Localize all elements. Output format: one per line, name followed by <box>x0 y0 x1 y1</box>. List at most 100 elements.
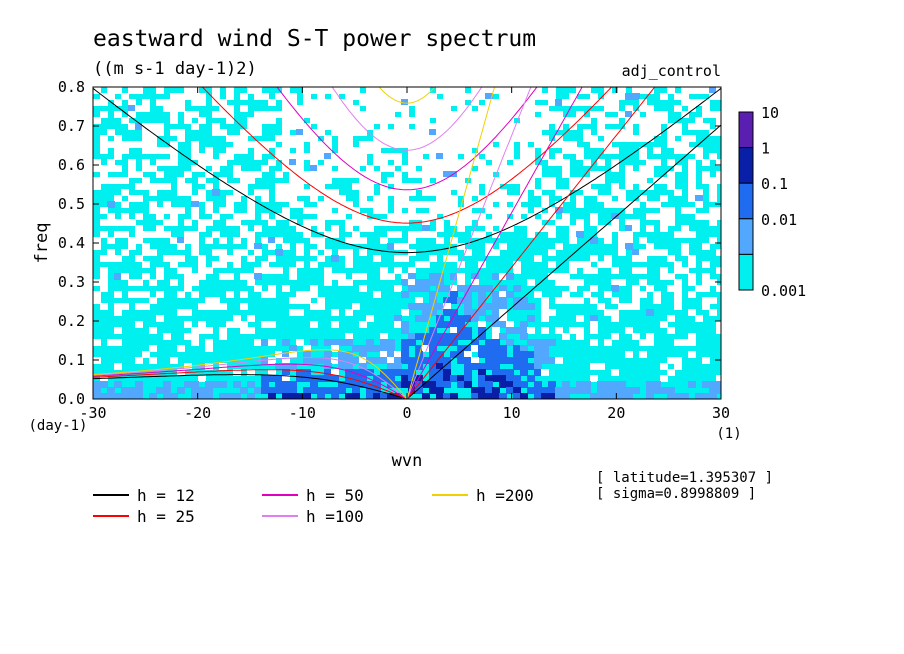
spectrum-cell <box>604 309 612 316</box>
spectrum-cell <box>310 99 318 106</box>
spectrum-cell <box>310 147 318 154</box>
spectrum-cell <box>443 183 451 190</box>
spectrum-cell <box>394 99 402 106</box>
spectrum-cell <box>303 207 311 214</box>
spectrum-cell <box>345 363 353 370</box>
spectrum-cell <box>184 309 192 316</box>
spectrum-cell <box>114 363 122 370</box>
spectrum-cell <box>317 357 325 364</box>
spectrum-cell <box>702 297 710 304</box>
spectrum-cell <box>513 207 521 214</box>
spectrum-cell <box>275 189 283 196</box>
spectrum-cell <box>387 105 395 112</box>
spectrum-cell <box>394 267 402 274</box>
spectrum-cell <box>590 267 598 274</box>
spectrum-cell <box>436 165 444 172</box>
spectrum-cell <box>212 231 220 238</box>
spectrum-cell <box>716 171 721 178</box>
spectrum-cell <box>366 111 374 118</box>
spectrum-cell <box>240 213 248 220</box>
spectrum-cell <box>464 369 472 376</box>
spectrum-cell <box>156 213 164 220</box>
spectrum-cell <box>219 381 227 388</box>
spectrum-cell <box>289 93 297 100</box>
spectrum-cell <box>261 261 269 268</box>
spectrum-cell <box>618 87 626 94</box>
spectrum-cell <box>261 189 269 196</box>
spectrum-cell <box>387 243 395 250</box>
spectrum-cell <box>674 303 682 310</box>
spectrum-cell <box>401 117 409 124</box>
spectrum-cell <box>289 273 297 280</box>
spectrum-cell <box>492 309 500 316</box>
spectrum-cell <box>667 393 675 399</box>
spectrum-cell <box>534 165 542 172</box>
spectrum-cell <box>275 351 283 358</box>
spectrum-cell <box>415 345 423 352</box>
spectrum-cell <box>149 297 157 304</box>
spectrum-cell <box>520 297 528 304</box>
spectrum-cell <box>387 357 395 364</box>
spectrum-cell <box>310 339 318 346</box>
spectrum-cell <box>457 285 465 292</box>
spectrum-cell <box>331 375 339 382</box>
spectrum-cell <box>387 111 395 118</box>
spectrum-cell <box>492 297 500 304</box>
spectrum-cell <box>296 177 304 184</box>
spectrum-cell <box>149 393 157 399</box>
spectrum-cell <box>632 135 640 142</box>
spectrum-cell <box>450 147 458 154</box>
spectrum-cell <box>345 279 353 286</box>
spectrum-cell <box>247 369 255 376</box>
spectrum-cell <box>520 159 528 166</box>
spectrum-cell <box>674 267 682 274</box>
spectrum-cell <box>303 111 311 118</box>
spectrum-cell <box>275 111 283 118</box>
spectrum-cell <box>429 333 437 340</box>
spectrum-cell <box>289 123 297 130</box>
spectrum-cell <box>247 129 255 136</box>
spectrum-cell <box>373 177 381 184</box>
spectrum-cell <box>205 327 213 334</box>
spectrum-cell <box>310 183 318 190</box>
spectrum-cell <box>457 171 465 178</box>
spectrum-cell <box>324 105 332 112</box>
spectrum-cell <box>548 111 556 118</box>
spectrum-cell <box>254 141 262 148</box>
spectrum-cell <box>191 99 199 106</box>
spectrum-cell <box>464 105 472 112</box>
spectrum-cell <box>464 159 472 166</box>
spectrum-cell <box>632 117 640 124</box>
spectrum-cell <box>618 201 626 208</box>
spectrum-cell <box>170 261 178 268</box>
spectrum-cell <box>709 87 717 94</box>
spectrum-cell <box>604 117 612 124</box>
spectrum-cell <box>261 117 269 124</box>
spectrum-cell <box>702 123 710 130</box>
spectrum-cell <box>667 129 675 136</box>
spectrum-cell <box>436 237 444 244</box>
spectrum-cell <box>184 171 192 178</box>
spectrum-cell <box>436 315 444 322</box>
spectrum-cell <box>492 159 500 166</box>
spectrum-cell <box>121 387 129 394</box>
spectrum-cell <box>429 93 437 100</box>
spectrum-cell <box>716 129 721 136</box>
spectrum-cell <box>240 105 248 112</box>
spectrum-cell <box>128 111 136 118</box>
spectrum-cell <box>219 261 227 268</box>
spectrum-cell <box>618 93 626 100</box>
spectrum-cell <box>205 393 213 399</box>
colorbar-swatch <box>738 218 754 255</box>
spectrum-cell <box>562 273 570 280</box>
spectrum-cell <box>485 111 493 118</box>
spectrum-cell <box>345 249 353 256</box>
spectrum-cell <box>149 189 157 196</box>
spectrum-cell <box>289 99 297 106</box>
spectrum-cell <box>618 135 626 142</box>
spectrum-cell <box>345 165 353 172</box>
spectrum-cell <box>681 135 689 142</box>
spectrum-cell <box>674 231 682 238</box>
spectrum-cell <box>352 105 360 112</box>
spectrum-cell <box>373 393 381 399</box>
